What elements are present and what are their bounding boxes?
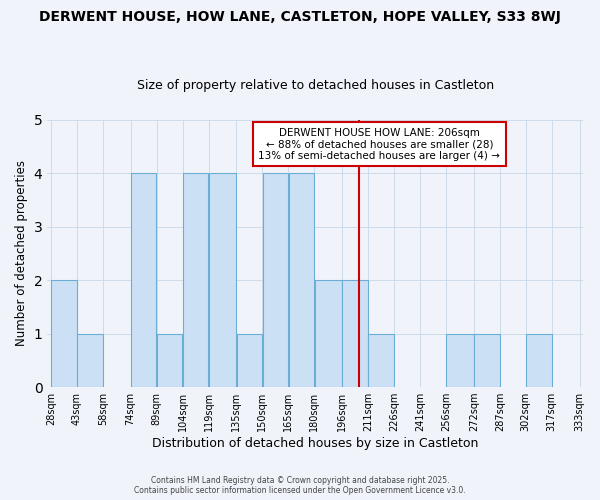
- Bar: [526, 334, 551, 387]
- Bar: [77, 334, 103, 387]
- Text: Contains HM Land Registry data © Crown copyright and database right 2025.
Contai: Contains HM Land Registry data © Crown c…: [134, 476, 466, 495]
- Bar: [157, 334, 182, 387]
- Bar: [51, 280, 77, 387]
- Title: Size of property relative to detached houses in Castleton: Size of property relative to detached ho…: [137, 79, 494, 92]
- X-axis label: Distribution of detached houses by size in Castleton: Distribution of detached houses by size …: [152, 437, 478, 450]
- Bar: [342, 280, 368, 387]
- Bar: [183, 173, 208, 387]
- Bar: [368, 334, 394, 387]
- Bar: [131, 173, 156, 387]
- Bar: [289, 173, 314, 387]
- Bar: [314, 280, 342, 387]
- Bar: [209, 173, 236, 387]
- Text: DERWENT HOUSE, HOW LANE, CASTLETON, HOPE VALLEY, S33 8WJ: DERWENT HOUSE, HOW LANE, CASTLETON, HOPE…: [39, 10, 561, 24]
- Bar: [236, 334, 262, 387]
- Bar: [263, 173, 288, 387]
- Y-axis label: Number of detached properties: Number of detached properties: [15, 160, 28, 346]
- Bar: [446, 334, 473, 387]
- Text: DERWENT HOUSE HOW LANE: 206sqm
← 88% of detached houses are smaller (28)
13% of : DERWENT HOUSE HOW LANE: 206sqm ← 88% of …: [259, 128, 500, 161]
- Bar: [474, 334, 500, 387]
